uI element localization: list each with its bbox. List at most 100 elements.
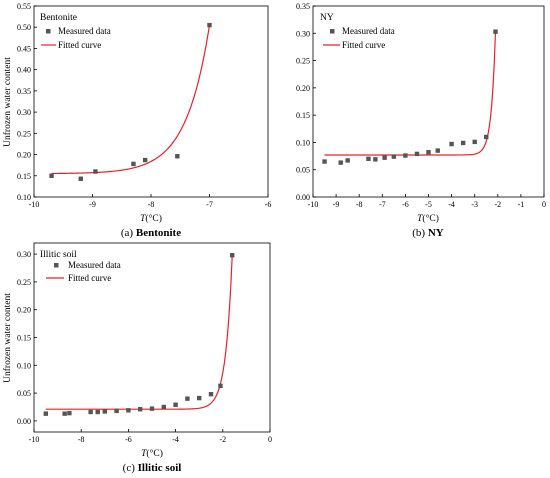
- legend-label-measured: Measured data: [58, 26, 111, 36]
- fitted-curve: [51, 25, 211, 175]
- legend: Measured data Fitted curve: [323, 26, 395, 50]
- y-tick-label: 0.00: [17, 417, 31, 426]
- y-tick-label: 0.20: [296, 84, 310, 93]
- y-axis-label: Unfrozen water content: [2, 57, 13, 147]
- data-marks: [49, 22, 212, 181]
- measured-point: [449, 141, 454, 147]
- x-tick-label: -6: [125, 435, 132, 444]
- panel-caption: (a) Bentonite: [121, 227, 181, 239]
- measured-point: [366, 156, 371, 161]
- legend-label-fitted: Fitted curve: [68, 273, 111, 283]
- y-tick-label: 0.25: [17, 278, 31, 287]
- measured-point: [345, 158, 350, 163]
- y-tick-label: 0.10: [296, 138, 310, 147]
- panel-caption: (c) Illitic soil: [123, 462, 182, 474]
- measured-point: [338, 160, 343, 165]
- measured-point: [414, 151, 420, 157]
- measured-point: [43, 411, 48, 416]
- measured-point: [149, 406, 155, 411]
- x-tick-label: -10: [308, 200, 319, 209]
- measured-point: [95, 409, 100, 415]
- y-tick-label: 0.20: [17, 306, 31, 315]
- measured-point: [472, 139, 477, 145]
- x-tick-label: -6: [265, 200, 272, 209]
- measured-point: [185, 396, 190, 401]
- panel-caption: (b) NY: [412, 227, 444, 239]
- measured-point: [426, 150, 431, 155]
- measured-point: [49, 173, 54, 178]
- measured-point: [493, 29, 498, 34]
- measured-point: [126, 408, 131, 413]
- measured-point: [67, 410, 72, 416]
- y-tick-label: 0.25: [296, 57, 310, 66]
- data-marks: [322, 29, 498, 165]
- measured-point: [175, 154, 180, 159]
- measured-point: [161, 404, 166, 410]
- y-tick-label: 0.15: [17, 172, 31, 181]
- measured-point: [88, 409, 93, 415]
- panel-ny: -10 -9 -8 -7 -6 -5 -4 -3 -2 -1 00.000.050.100.150.…: [296, 2, 546, 239]
- plot-frame: [33, 242, 271, 433]
- legend-label-measured: Measured data: [68, 260, 121, 270]
- y-tick-label: 0.15: [296, 111, 310, 120]
- legend-marker-measured: [54, 263, 59, 268]
- legend: Measured data Fitted curve: [46, 260, 121, 283]
- measured-point: [93, 169, 98, 174]
- chart-title: Bentonite: [40, 13, 77, 23]
- x-tick-label: -8: [148, 200, 155, 209]
- y-tick-label: 0.55: [17, 2, 31, 11]
- data-marks: [43, 253, 235, 416]
- x-axis-label: T(°C): [141, 448, 163, 459]
- y-tick-label: 0.25: [17, 129, 31, 138]
- y-tick-label: 0.30: [17, 250, 31, 259]
- y-tick-label: 0.45: [17, 44, 31, 53]
- y-tick-label: 0.50: [17, 23, 31, 32]
- measured-point: [218, 383, 223, 389]
- x-tick-label: 0: [542, 200, 546, 209]
- x-tick-label: 0: [268, 435, 272, 444]
- measured-point: [131, 161, 136, 167]
- y-tick-label: 0.30: [296, 29, 310, 38]
- measured-point: [208, 392, 214, 397]
- y-tick-label: 0.20: [17, 151, 31, 160]
- axis-ticks: -10 -9 -8 -7 -6 -5 -4 -3 -2 -1 00.000.050.100.150.…: [296, 2, 546, 209]
- x-tick-label: -7: [379, 200, 386, 209]
- legend: Measured data Fitted curve: [41, 26, 111, 50]
- y-tick-label: 0.35: [296, 2, 310, 11]
- fitted-curve: [324, 31, 497, 156]
- panel-bentonite: -10 -9 -8 -7 -6 0.10 0.15 0.20 0.25 0.30 0.35 0.40 0…: [2, 2, 271, 239]
- y-tick-label: 0.05: [17, 389, 31, 398]
- measured-point: [382, 155, 387, 160]
- measured-point: [391, 154, 397, 159]
- measured-point: [138, 407, 143, 412]
- y-tick-label: 0.35: [17, 87, 31, 96]
- x-tick-label: -9: [89, 200, 96, 209]
- chart-title: Illitic soil: [40, 250, 77, 260]
- measured-point: [102, 409, 107, 414]
- y-tick-label: 0.05: [296, 166, 310, 175]
- x-tick-label: -8: [356, 200, 363, 209]
- x-axis-label: T(°C): [140, 213, 162, 224]
- x-tick-label: -6: [402, 200, 409, 209]
- y-tick-label: 0.00: [296, 193, 310, 202]
- measured-point: [322, 159, 327, 164]
- x-tick-label: -5: [425, 200, 432, 209]
- x-tick-label: -1: [518, 200, 525, 209]
- measured-point: [373, 157, 378, 162]
- x-axis-label: T(°C): [417, 213, 439, 224]
- y-tick-label: 0.10: [17, 361, 31, 370]
- panel-illitic-soil: -10 -8 -6 -4 -2 0 0.00 0.05 0.10 0.15 0.20 0.25 0.30…: [2, 242, 272, 474]
- chart-title: NY: [320, 13, 334, 23]
- measured-point: [197, 395, 202, 401]
- x-tick-label: -10: [29, 200, 40, 209]
- x-tick-label: -9: [333, 200, 340, 209]
- x-tick-label: -4: [172, 435, 179, 444]
- x-tick-label: -7: [206, 200, 213, 209]
- legend-label-fitted: Fitted curve: [342, 40, 385, 50]
- measured-point: [207, 22, 212, 28]
- legend-marker-measured: [330, 29, 335, 34]
- y-tick-label: 0.15: [17, 334, 31, 343]
- axis-ticks: -10 -8 -6 -4 -2 0 0.00 0.05 0.10 0.15 0.20 0.25 0.30: [17, 250, 272, 444]
- measured-point: [230, 253, 235, 258]
